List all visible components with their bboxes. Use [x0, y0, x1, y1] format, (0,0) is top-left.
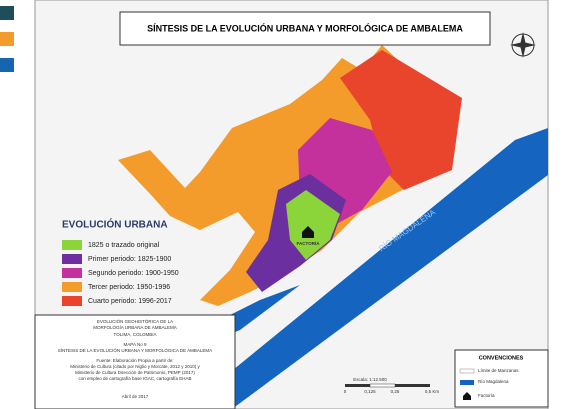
info-line: EVOLUCIÓN GEOHISTÓRICA DE LA	[97, 318, 173, 324]
conventions-box	[454, 349, 549, 408]
info-line: Ministerio de Cultura Dirección de Patri…	[75, 370, 195, 375]
scale-title: Escala: 1:12.500	[353, 377, 387, 382]
swatch	[0, 6, 14, 20]
river	[185, 128, 548, 409]
info-line: Abril de 2017	[122, 394, 149, 399]
swatch	[0, 58, 14, 72]
swatch	[0, 32, 14, 46]
legend-item: Primer periodo: 1825-1900	[88, 256, 171, 263]
info-line: Ministerio de Cultura (citado por Niglio…	[70, 364, 200, 369]
conventions-title: CONVENCIONES	[479, 355, 524, 361]
legend-item: Cuarto periodo: 1996-2017	[88, 298, 172, 305]
period-1996-2017	[340, 50, 462, 190]
info-line: con empleo de cartografía base IGAC, car…	[78, 376, 191, 381]
legend-item: Tercer periodo: 1950-1996	[88, 284, 170, 291]
scale-tick: 0	[344, 389, 347, 394]
factory-icon	[302, 226, 314, 238]
convention-item: Río Magdalena	[478, 379, 509, 384]
compass	[510, 32, 536, 58]
info-line: Fuente: Elaboración Propia a partir de:	[96, 358, 173, 363]
scale: Escala: 1:12.500 0 0,125 0,25 0,5 Km	[344, 377, 440, 394]
legend-item: 1825 o trazado original	[88, 242, 160, 249]
title-box	[119, 11, 491, 46]
scale-tick: 0,5 Km	[425, 389, 440, 394]
legend: EVOLUCIÓN URBANA 1825 o trazado original…	[62, 218, 179, 306]
info-line: TOLIMA, COLOMBIA	[114, 332, 157, 337]
convention-item: Límite de Manzanas	[478, 368, 519, 373]
legend-item: Segundo periodo: 1900-1950	[88, 270, 179, 277]
scale-tick: 0,25	[391, 389, 400, 394]
info-line: MORFOLOGÍA URBANA DE AMBALEMA	[93, 324, 177, 330]
info-box	[34, 314, 236, 409]
period-1950-1996	[118, 45, 442, 306]
title: SÍNTESIS DE LA EVOLUCIÓN URBANA Y MORFOL…	[147, 22, 463, 33]
period-1825	[286, 190, 340, 260]
legend-title: EVOLUCIÓN URBANA	[62, 218, 168, 231]
convention-item: Factoría	[478, 393, 495, 398]
info-line: MAPA No 9	[124, 342, 147, 347]
scale-tick: 0,125	[364, 389, 376, 394]
factory-label: FACTORÍA	[297, 239, 321, 246]
info-line: SÍNTESIS DE LA EVOLUCIÓN URBANA Y MORFOL…	[58, 347, 212, 353]
